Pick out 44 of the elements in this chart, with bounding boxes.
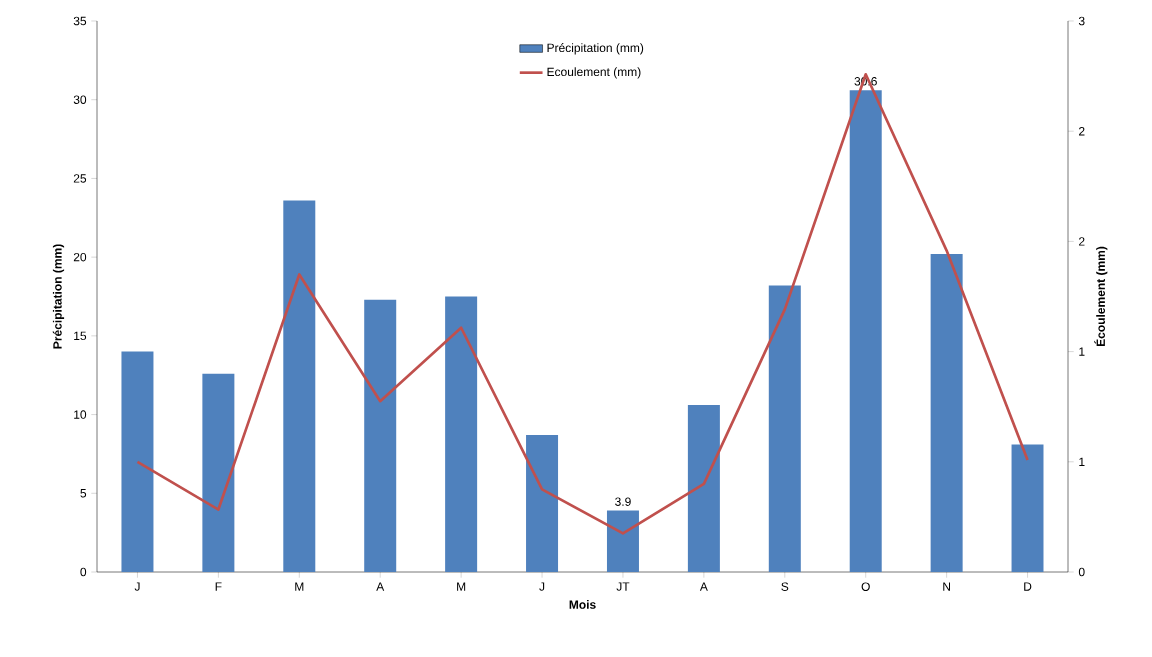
x-tick-label: JT <box>616 582 630 591</box>
bar <box>768 285 801 572</box>
bar <box>687 405 720 572</box>
x-tick-label: M <box>457 582 466 591</box>
y2-tick-label: 2 <box>1079 127 1085 136</box>
bar <box>121 351 154 572</box>
x-tick-label: J <box>134 582 140 591</box>
bar <box>930 253 963 572</box>
y2-tick-label: 0 <box>1078 567 1085 577</box>
x-tick-label: M <box>295 582 304 591</box>
x-axis-title: Mois <box>569 600 596 609</box>
y-axis-title: Précipitation (mm) <box>52 244 65 349</box>
legend-label: Précipitation (mm) <box>547 43 644 55</box>
y2-axis-title: Écoulement (mm) <box>1094 246 1108 347</box>
legend-label: Ecoulement (mm) <box>547 67 641 79</box>
bar <box>526 435 559 572</box>
y2-tick-label: 1 <box>1079 457 1085 466</box>
x-tick-label: D <box>1024 582 1032 591</box>
bar <box>364 299 397 572</box>
y2-tick-label: 3 <box>1078 16 1085 26</box>
y-tick-label: 35 <box>73 16 87 26</box>
x-tick-label: N <box>943 582 950 591</box>
bar <box>849 90 882 572</box>
x-tick-label: A <box>376 582 385 591</box>
y2-tick-label: 1 <box>1079 347 1085 356</box>
data-label: 3.9 <box>615 497 631 506</box>
y2-tick-label: 2 <box>1079 237 1085 246</box>
bar <box>283 200 316 572</box>
x-tick-label: A <box>699 582 708 591</box>
x-tick-label: F <box>215 582 222 591</box>
x-tick-label: S <box>781 582 789 591</box>
y-tick-label: 20 <box>73 252 87 262</box>
x-tick-label: J <box>539 582 545 591</box>
bar <box>202 373 235 572</box>
y-tick-label: 15 <box>74 331 87 341</box>
y-tick-label: 0 <box>80 567 87 577</box>
y-tick-label: 10 <box>74 410 87 419</box>
y-tick-label: 5 <box>80 489 87 498</box>
y-tick-label: 30 <box>73 95 87 104</box>
y-tick-label: 25 <box>73 174 87 183</box>
bar <box>1011 444 1044 572</box>
bar <box>445 296 478 572</box>
x-tick-label: O <box>861 582 870 591</box>
bar <box>606 510 639 572</box>
